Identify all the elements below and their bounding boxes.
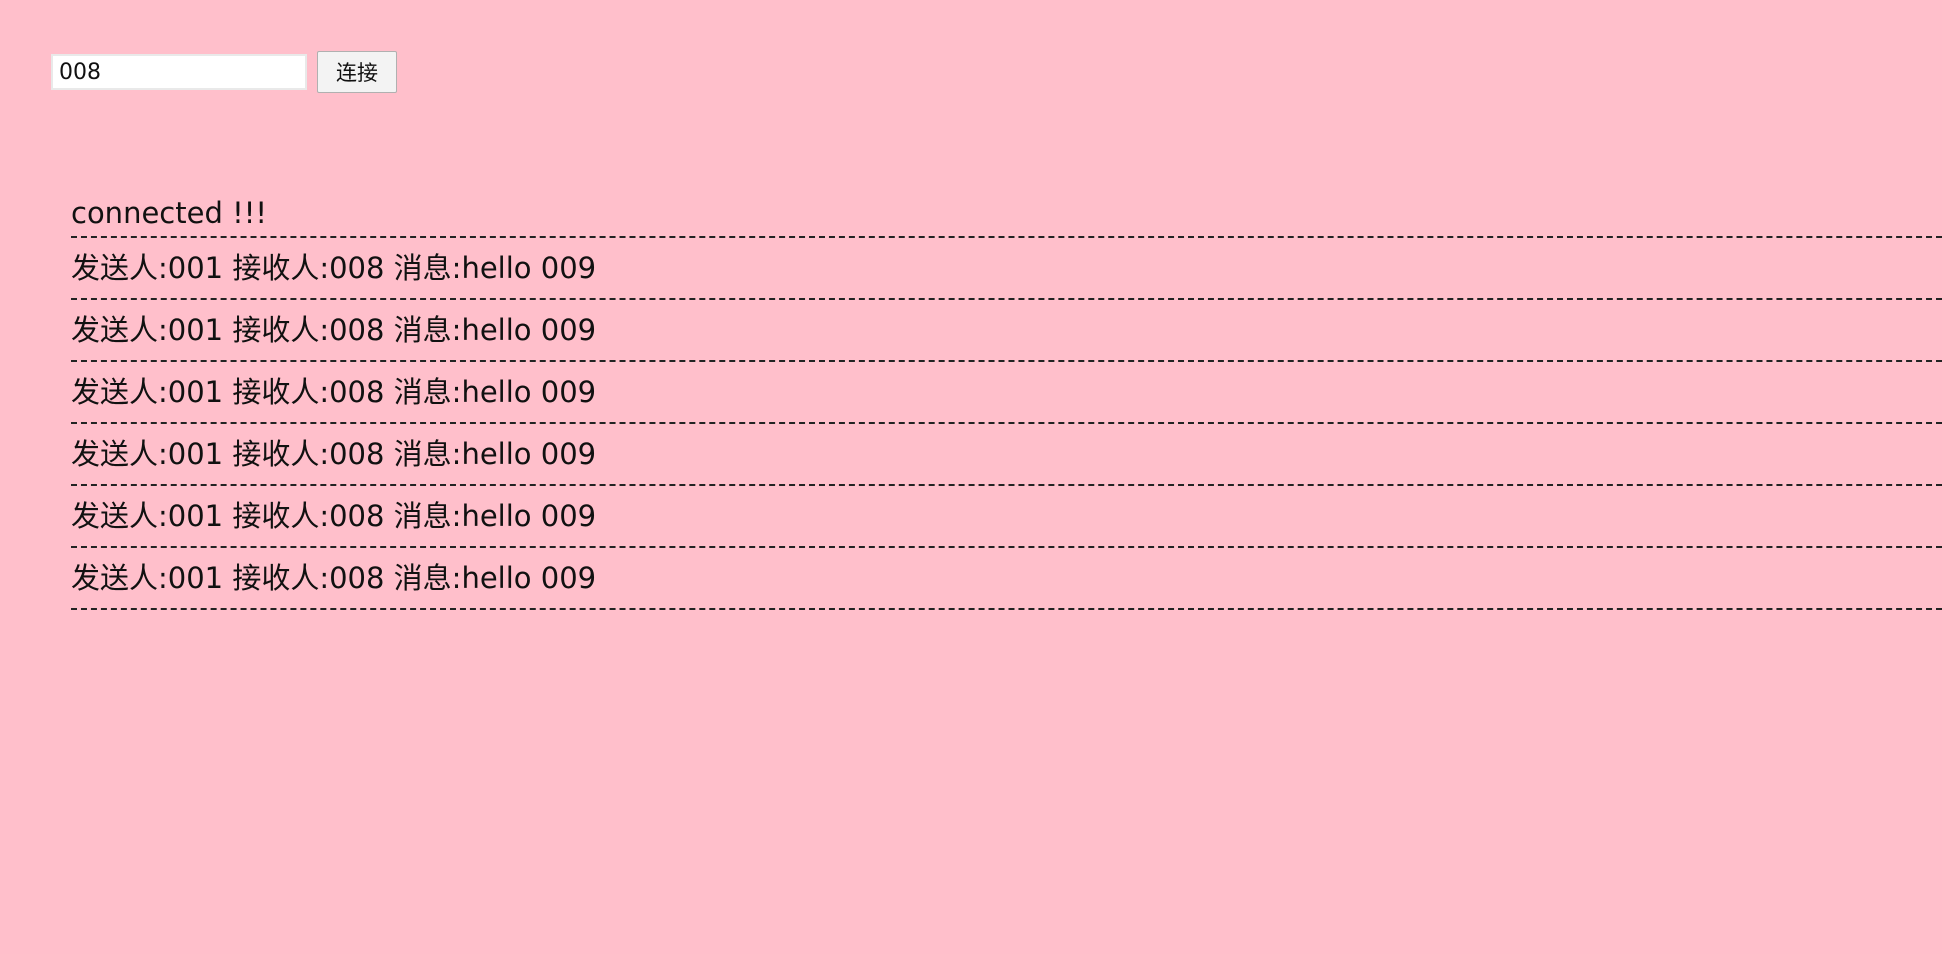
message-row: 发送人:001 接收人:008 消息:hello 009: [71, 424, 1942, 486]
message-row: 发送人:001 接收人:008 消息:hello 009: [71, 548, 1942, 610]
message-row: 发送人:001 接收人:008 消息:hello 009: [71, 300, 1942, 362]
connect-button[interactable]: 连接: [317, 51, 397, 93]
connect-toolbar: 连接: [51, 51, 397, 93]
message-row: 发送人:001 接收人:008 消息:hello 009: [71, 486, 1942, 548]
message-log: connected !!! 发送人:001 接收人:008 消息:hello 0…: [71, 190, 1942, 610]
user-id-input[interactable]: [51, 54, 307, 90]
connection-status: connected !!!: [71, 190, 1942, 238]
message-row: 发送人:001 接收人:008 消息:hello 009: [71, 362, 1942, 424]
message-row: 发送人:001 接收人:008 消息:hello 009: [71, 238, 1942, 300]
